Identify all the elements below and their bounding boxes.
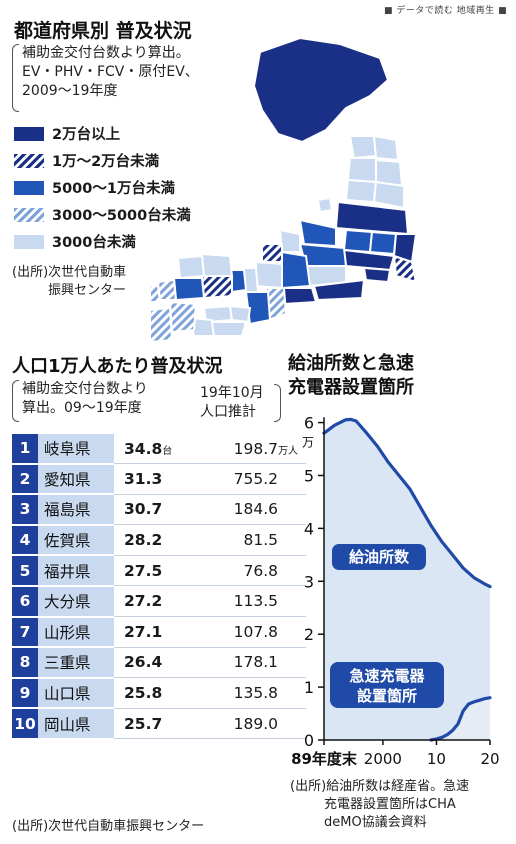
population-cell: 76.8万人	[206, 555, 306, 587]
y-tick-label: 4	[304, 519, 314, 538]
ranking-source: (出所)次世代自動車振興センター	[12, 819, 205, 834]
note-bracket-right	[274, 384, 281, 422]
value-cell: 27.1	[114, 616, 206, 648]
japan-map	[150, 36, 418, 342]
value-cell: 25.8	[114, 677, 206, 709]
value-unit: 台	[162, 445, 173, 457]
map-note: 補助金交付台数より算出。 EV・PHV・FCV・原付EV、 2009〜19年度	[22, 45, 199, 99]
table-row: 1 岐阜県 34.8台 198.7万人	[12, 434, 306, 465]
charger-line	[429, 696, 492, 742]
table-row: 4 佐賀県 28.2 81.5万人	[12, 524, 306, 557]
y-tick-label: 6	[304, 414, 314, 433]
table-row: 5 福井県 27.5 76.8万人	[12, 555, 306, 587]
value-cell: 27.2	[114, 585, 206, 618]
chart-title: 給油所数と急速 充電器設置箇所	[288, 353, 414, 398]
station-line	[322, 417, 492, 589]
ranking-note: 補助金交付台数より 算出。09〜19年度	[22, 381, 148, 416]
legend-item: 3000台未満	[14, 231, 136, 252]
note-bracket-left	[12, 44, 19, 112]
population-unit: 万人	[278, 445, 298, 457]
rank-cell: 8	[12, 647, 38, 679]
table-row: 6 大分県 27.2 113.5万人	[12, 585, 306, 618]
charger-label-line2: 設置箇所	[357, 687, 417, 705]
x-tick-label: 2000	[364, 750, 402, 768]
value-cell: 31.3	[114, 463, 206, 495]
population-cell: 81.5万人	[206, 524, 306, 556]
legend-item: 3000〜5000台未満	[14, 204, 191, 225]
legend-item: 1万〜2万台未満	[14, 150, 159, 171]
rank-cell: 2	[12, 463, 38, 496]
legend-swatch	[14, 153, 44, 168]
legend-item: 5000〜1万台未満	[14, 177, 175, 198]
region-hokkaido	[252, 36, 390, 144]
y-tick-label: 1	[304, 678, 314, 697]
prefecture-cell: 佐賀県	[38, 524, 114, 557]
station-label: 給油所数	[349, 548, 410, 566]
station-charger-chart: 0 1 2 3 4 5 6 89年度末 2000 10 20 万 給油所数 急速充電器 設置箇所	[291, 414, 499, 768]
value-cell: 27.5	[114, 555, 206, 587]
y-unit-label: 万	[302, 436, 314, 450]
prefecture-cell: 岡山県	[38, 708, 114, 740]
y-tick-label: 2	[304, 625, 314, 644]
rank-cell: 1	[12, 434, 38, 465]
legend-swatch	[14, 234, 44, 249]
ranking-title: 人口1万人あたり普及状況	[12, 356, 223, 377]
rank-cell: 9	[12, 677, 38, 710]
station-area	[324, 419, 490, 740]
x-tick-label: 20	[480, 750, 499, 768]
table-row: 3 福島県 30.7 184.6万人	[12, 494, 306, 526]
population-cell: 189.0万人	[206, 708, 306, 740]
prefecture-cell: 愛知県	[38, 463, 114, 496]
chart-source: (出所)給油所数は経産省。急速 充電器設置箇所はCHA deMO協議会資料	[290, 779, 470, 830]
map-source: (出所)次世代自動車 振興センター	[12, 265, 127, 298]
station-label-box	[332, 544, 426, 570]
population-cell: 135.8万人	[206, 677, 306, 709]
table-row: 8 三重県 26.4 178.1万人	[12, 647, 306, 679]
legend-swatch	[14, 180, 44, 195]
rank-cell: 5	[12, 555, 38, 587]
x-tick-label: 89年度末	[291, 750, 358, 768]
value-cell: 34.8台	[114, 434, 206, 465]
y-tick-label: 0	[304, 731, 314, 750]
population-cell: 107.8万人	[206, 616, 306, 648]
prefecture-cell: 岐阜県	[38, 434, 114, 465]
y-tick-label: 5	[304, 466, 314, 485]
legend-item: 2万台以上	[14, 123, 120, 144]
charger-label-box	[330, 662, 444, 708]
population-cell: 198.7万人	[206, 434, 306, 465]
population-cell: 113.5万人	[206, 585, 306, 618]
charger-label-line1: 急速充電器	[349, 667, 425, 685]
rank-cell: 7	[12, 616, 38, 649]
prefecture-cell: 山形県	[38, 616, 114, 649]
legend-swatch	[14, 126, 44, 141]
population-cell: 178.1万人	[206, 647, 306, 679]
table-row: 2 愛知県 31.3 755.2万人	[12, 463, 306, 496]
population-cell: 184.6万人	[206, 494, 306, 526]
rank-cell: 3	[12, 494, 38, 526]
prefecture-cell: 福井県	[38, 555, 114, 587]
table-row: 9 山口県 25.8 135.8万人	[12, 677, 306, 710]
rank-cell: 6	[12, 585, 38, 618]
section-tag: ■ データで読む 地域再生 ■	[384, 6, 508, 16]
value-cell: 30.7	[114, 494, 206, 526]
x-tick-label: 10	[427, 750, 446, 768]
population-cell: 755.2万人	[206, 463, 306, 495]
map-title: 都道府県別 普及状況	[14, 20, 192, 42]
prefecture-cell: 福島県	[38, 494, 114, 526]
ranking-table: 1 岐阜県 34.8台 198.7万人 2 愛知県 31.3 755.2万人 3…	[12, 434, 306, 740]
value-cell: 25.7	[114, 708, 206, 740]
value-cell: 26.4	[114, 647, 206, 679]
legend-swatch	[14, 207, 44, 222]
rank-cell: 4	[12, 524, 38, 557]
population-header: 19年10月 人口推計	[200, 385, 264, 420]
prefecture-cell: 山口県	[38, 677, 114, 710]
note-bracket-left	[12, 380, 19, 422]
rank-cell: 10	[12, 708, 38, 740]
table-row: 10 岡山県 25.7 189.0万人	[12, 708, 306, 740]
prefecture-cell: 大分県	[38, 585, 114, 618]
value-cell: 28.2	[114, 524, 206, 556]
y-tick-label: 3	[304, 572, 314, 591]
table-row: 7 山形県 27.1 107.8万人	[12, 616, 306, 649]
prefecture-cell: 三重県	[38, 647, 114, 679]
